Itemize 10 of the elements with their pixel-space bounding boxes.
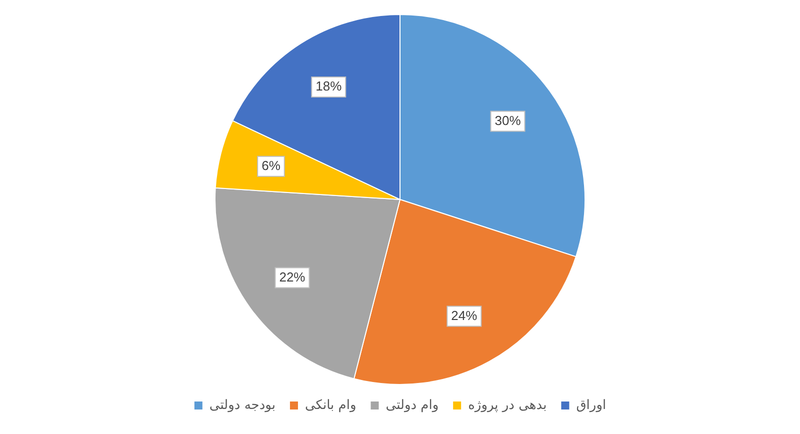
data-label: 18%: [316, 78, 342, 94]
legend-label: بودجه دولتی: [209, 398, 276, 413]
legend-label: وام بانکی: [304, 398, 356, 413]
data-label: 6%: [262, 158, 281, 173]
data-label: 24%: [451, 308, 478, 323]
data-label: 30%: [494, 112, 522, 128]
legend-label: وام دولتی: [386, 398, 439, 413]
legend-label: بدهی در پروژه: [468, 398, 547, 413]
legend-label: اوراق: [576, 398, 606, 413]
data-label: 22%: [279, 269, 306, 284]
